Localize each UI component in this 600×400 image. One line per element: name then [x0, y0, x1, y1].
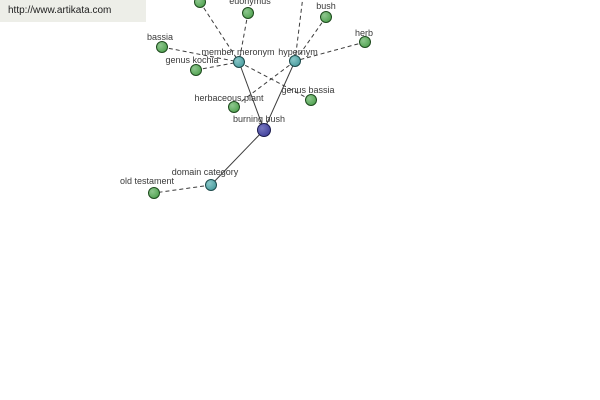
edge-offscreen-top-hypernym [294, 0, 304, 62]
node-genus-bassia[interactable] [305, 94, 317, 106]
site-url-label: http://www.artikata.com [0, 0, 146, 22]
edge-bassia-member-meronym [161, 46, 240, 63]
edge-herb-hypernym [294, 41, 366, 62]
edge-burning-bush-hypernym [263, 60, 296, 131]
edge-burning-bush-domain-category [210, 129, 265, 186]
edge-unlabeled-top-member-meronym [199, 1, 240, 63]
node-label-domain-category: domain category [172, 167, 239, 177]
node-label-hypernym: hypernym [278, 47, 318, 57]
node-hypernym [289, 55, 301, 67]
node-label-member-meronym: member meronym [201, 47, 274, 57]
node-herbaceous-plant[interactable] [228, 101, 240, 113]
node-unlabeled-top[interactable] [194, 0, 206, 8]
edge-euonymus-member-meronym [238, 12, 249, 63]
site-url-text: http://www.artikata.com [8, 5, 112, 16]
edge-burning-bush-member-meronym [238, 61, 265, 131]
node-label-bassia[interactable]: bassia [147, 32, 173, 42]
node-label-herb[interactable]: herb [355, 28, 373, 38]
edge-domain-category-old-testament [153, 184, 212, 194]
node-label-old-testament[interactable]: old testament [120, 176, 175, 186]
node-bush[interactable] [320, 11, 332, 23]
node-bassia[interactable] [156, 41, 168, 53]
node-label-herbaceous-plant[interactable]: herbaceous plant [194, 93, 264, 103]
node-euonymus[interactable] [242, 7, 254, 19]
node-label-euonymus[interactable]: euonymus [229, 0, 271, 6]
node-domain-category [205, 179, 217, 191]
edge-bush-hypernym [294, 16, 327, 62]
node-genus-kochia[interactable] [190, 64, 202, 76]
node-label-genus-bassia[interactable]: genus bassia [281, 85, 334, 95]
node-label-genus-kochia[interactable]: genus kochia [165, 55, 218, 65]
node-member-meronym [233, 56, 245, 68]
node-herb[interactable] [359, 36, 371, 48]
node-old-testament[interactable] [148, 187, 160, 199]
edge-genus-kochia-member-meronym [195, 61, 240, 71]
node-label-burning-bush[interactable]: burning bush [233, 114, 285, 124]
node-label-bush[interactable]: bush [316, 1, 336, 11]
node-burning-bush[interactable] [257, 123, 271, 137]
edge-hypernym-herbaceous-plant [233, 60, 296, 108]
